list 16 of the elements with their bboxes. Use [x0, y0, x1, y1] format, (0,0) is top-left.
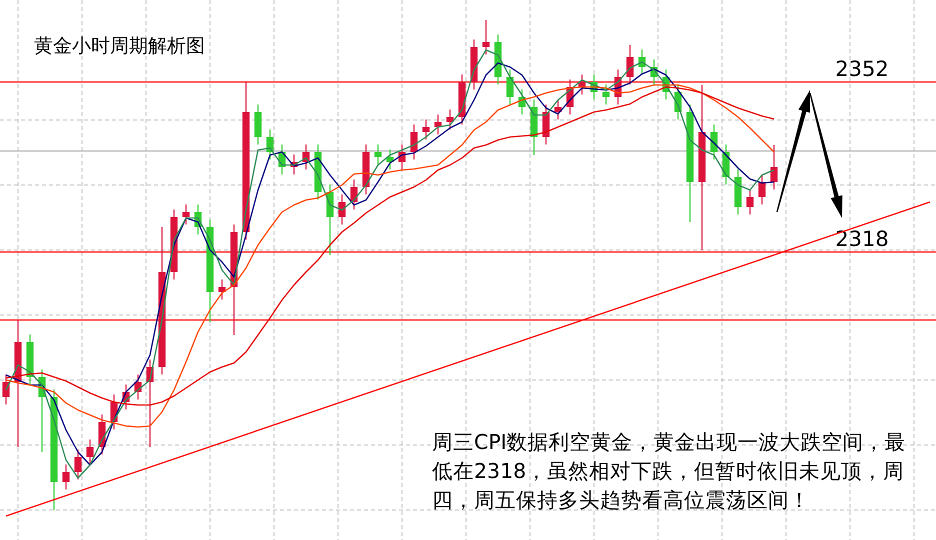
candlestick: [602, 84, 610, 106]
candlestick: [74, 448, 82, 480]
annotation: 周三CPI数据利空黄金，黄金出现一波大跌空间，最低在2318，虽然相对下跌，但暂时依旧未见顶，周四，周五保持多头趋势看高位震荡区间！: [432, 429, 907, 514]
candlestick: [422, 118, 430, 140]
candlestick: [446, 108, 454, 130]
candlestick: [374, 144, 382, 166]
ref-line-label: 2352: [835, 57, 889, 81]
candlestick: [62, 464, 70, 490]
candlestick: [86, 438, 94, 466]
text: 黄金小时周期解析图: [34, 34, 205, 59]
candlestick: [506, 68, 514, 106]
candlestick: [482, 19, 490, 56]
ref-line-label: 2318: [835, 227, 889, 251]
candlestick: [770, 144, 778, 190]
candlestick: [182, 204, 190, 226]
candlestick: [746, 188, 754, 216]
